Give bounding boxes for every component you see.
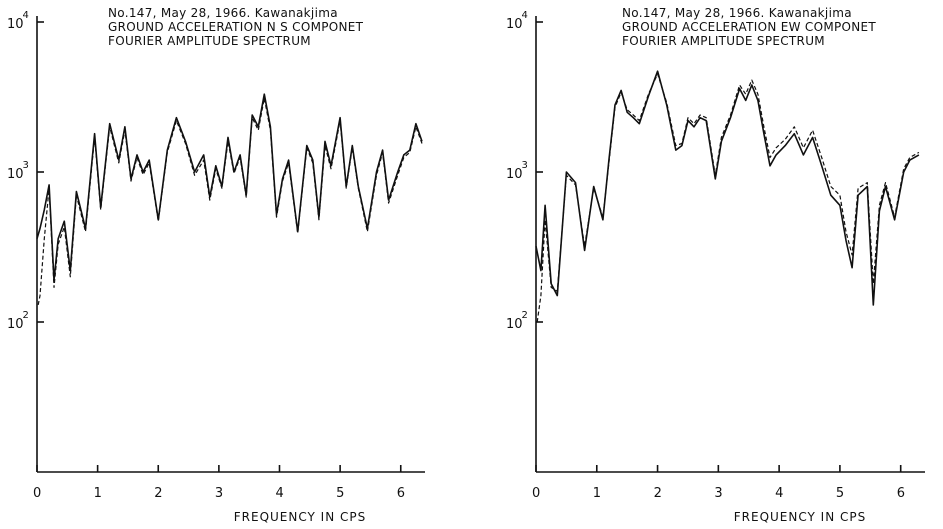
chart-title-line: GROUND ACCELERATION N S COMPONET [108,20,364,34]
y-tick-label: 103 [506,160,528,182]
x-tick-label: 6 [397,486,405,501]
y-tick-label: 102 [7,310,29,332]
x-tick-label: 6 [897,486,905,501]
dashed-spectrum-line [37,97,423,306]
x-tick-label: 4 [775,486,783,501]
y-tick-label: 104 [506,10,528,32]
x-tick-label: 2 [154,486,162,501]
x-tick-label: 1 [94,486,102,501]
x-tick-label: 4 [276,486,284,501]
chart-title-line: FOURIER AMPLITUDE SPECTRUM [622,34,825,48]
x-tick-label: 1 [593,486,601,501]
x-axis-label: FREQUENCY IN CPS [234,510,366,524]
x-tick-label: 2 [654,486,662,501]
x-axis-label: FREQUENCY IN CPS [734,510,866,524]
y-tick-label: 103 [7,160,29,182]
x-tick-label: 5 [336,486,344,501]
dashed-spectrum-line [536,73,920,323]
chart-title-line: GROUND ACCELERATION EW COMPONET [622,20,876,34]
ns-component-chart: No.147, May 28, 1966. KawanakjimaGROUND … [7,6,425,524]
ew-component-chart: No.147, May 28, 1966. KawanakjimaGROUND … [506,6,925,524]
solid-spectrum-line [535,70,920,306]
chart-title-line: FOURIER AMPLITUDE SPECTRUM [108,34,311,48]
x-tick-label: 3 [215,486,223,501]
chart-title-line: No.147, May 28, 1966. Kawanakjima [108,6,338,20]
x-tick-label: 0 [33,486,41,501]
chart-title-line: No.147, May 28, 1966. Kawanakjima [622,6,852,20]
x-tick-label: 3 [714,486,722,501]
y-tick-label: 104 [7,10,29,32]
y-tick-label: 102 [506,310,528,332]
x-tick-label: 0 [532,486,540,501]
x-tick-label: 5 [836,486,844,501]
solid-spectrum-line [36,93,423,281]
